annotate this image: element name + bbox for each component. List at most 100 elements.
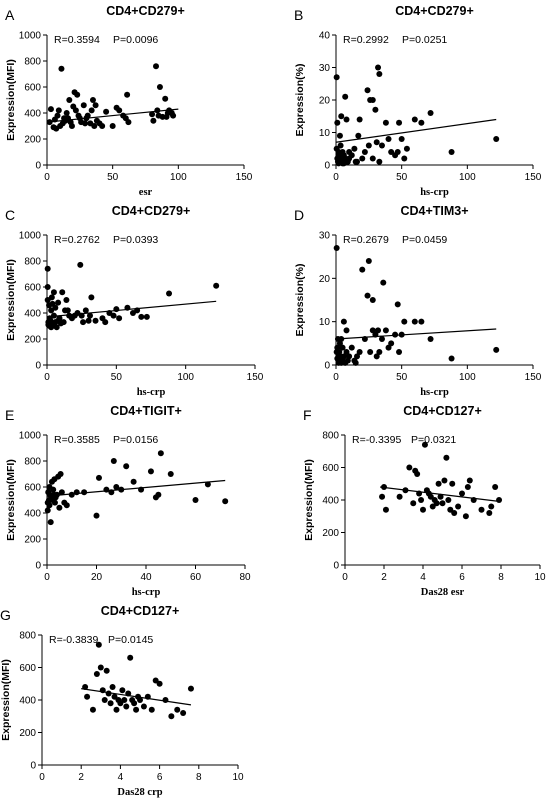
chart-panel-c: 020040060080010000 50 100 150C CD4+CD279+R=0… [5,204,264,398]
data-point [116,315,122,321]
p-value: P=0.0393 [113,234,158,246]
data-point [131,479,137,485]
chart-title: CD4+CD279+ [395,4,474,18]
data-point [395,149,401,155]
y-axis-label: Expression(MFI) [303,459,315,541]
x-tick-label: 150 [525,372,542,383]
p-value: P=0.0459 [402,234,447,246]
data-point [344,327,350,333]
y-tick-label: 1000 [19,231,42,242]
y-axis-label: Expression(MFI) [5,259,17,341]
chart-panel-b: 0102030400 50 100 150B CD4+CD279+R=0.2992 P=0… [294,4,542,198]
data-point [488,504,494,510]
data-point [154,107,160,113]
x-axis-label: hs-crp [132,587,161,598]
data-point [99,123,105,129]
data-point [141,704,147,710]
x-tick-label: 60 [190,572,202,583]
panel-letter: G [0,607,11,623]
data-point [81,489,87,495]
data-point [465,484,471,490]
data-point [144,314,150,320]
data-point [155,492,161,498]
data-point [396,349,402,355]
y-tick-label: 0 [324,161,330,172]
y-tick-label: 200 [322,528,339,539]
data-point [412,117,418,123]
data-point [81,102,87,108]
data-point [346,353,352,359]
data-point [64,502,70,508]
data-point [341,319,347,325]
chart-panel-e: 020040060080010000 20 40 60 80E CD4+TIGIT+R=0… [5,404,251,598]
data-point [406,465,412,471]
data-point [441,478,447,484]
x-tick-label: 0 [44,372,50,383]
chart-title: CD4+CD127+ [403,404,482,418]
data-point [45,507,51,513]
x-tick-label: 10 [232,772,244,783]
data-point [357,117,363,123]
x-tick-label: 150 [236,172,253,183]
data-point [493,136,499,142]
x-tick-label: 2 [381,572,387,583]
data-point [63,297,69,303]
data-point [125,691,131,697]
data-point [418,319,424,325]
y-tick-label: 400 [19,696,36,707]
chart-title: CD4+CD279+ [106,4,185,18]
r-value: R=0.3585 [54,434,100,446]
p-value: P=0.0321 [411,434,456,446]
chart-title: CD4+TIGIT+ [110,404,182,418]
data-point [90,97,96,103]
data-point [45,266,51,272]
data-point [145,694,151,700]
data-point [213,283,219,289]
data-point [193,497,199,503]
data-point [376,349,382,355]
data-point [380,280,386,286]
x-tick-label: 0 [44,172,50,183]
r-value: R=0.2679 [343,234,389,246]
x-tick-label: 20 [91,572,103,583]
data-point [162,697,168,703]
y-tick-label: 800 [24,57,41,68]
data-point [344,117,350,123]
r-value: R=0.2992 [343,34,389,46]
data-point [467,478,473,484]
y-tick-label: 0 [35,161,41,172]
y-tick-label: 600 [24,83,41,94]
data-point [379,336,385,342]
y-tick-label: 0 [35,561,41,572]
data-point [50,487,56,493]
data-point [84,694,90,700]
data-point [459,491,465,497]
data-point [110,684,116,690]
data-point [338,336,344,342]
data-point [383,120,389,126]
data-point [74,489,80,495]
data-point [445,497,451,503]
data-point [349,345,355,351]
data-point [353,360,359,366]
data-point [56,107,62,113]
data-point [418,120,424,126]
data-point [58,66,64,72]
data-point [440,500,446,506]
p-value: P=0.0096 [113,34,158,46]
data-point [138,487,144,493]
data-point [416,491,422,497]
x-tick-label: 10 [534,572,546,583]
y-tick-label: 0 [30,761,36,772]
chart-panel-f: 0 200 400 600 800 0 2 4 6 8 10 F CD4+CD127+ R=-0.3395… [303,404,546,598]
y-tick-label: 600 [19,663,36,674]
x-tick-label: 0 [44,572,50,583]
data-point [388,340,394,346]
data-point [366,258,372,264]
regression-line [336,329,496,339]
data-point [357,349,363,355]
x-tick-label: 100 [177,372,194,383]
y-tick-label: 0 [324,361,330,372]
p-value: P=0.0145 [108,634,153,646]
data-point [379,143,385,149]
